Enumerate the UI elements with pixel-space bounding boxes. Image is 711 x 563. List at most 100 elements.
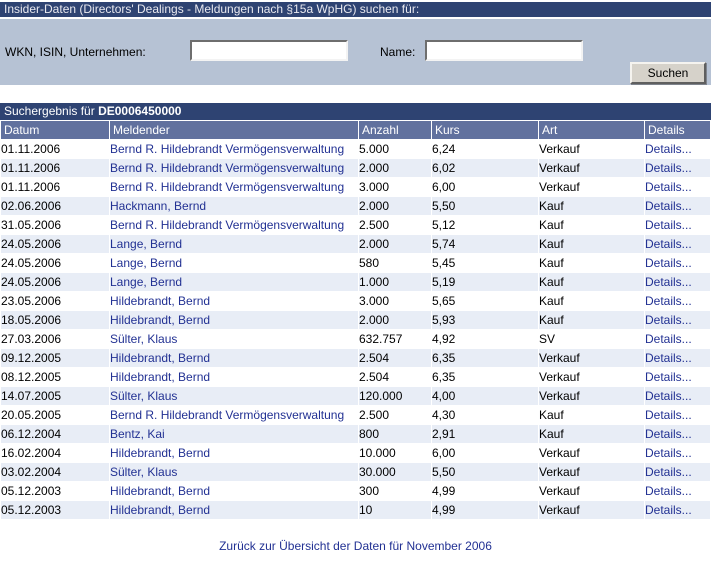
cell-meldender-link[interactable]: Bernd R. Hildebrandt Vermögensverwaltung (110, 178, 358, 196)
table-row: 31.05.2006 Bernd R. Hildebrandt Vermögen… (1, 216, 710, 234)
details-link[interactable]: Details... (645, 216, 710, 234)
cell-art: Kauf (539, 254, 644, 272)
cell-kurs: 6,00 (432, 178, 538, 196)
cell-meldender-link[interactable]: Hildebrandt, Bernd (110, 501, 358, 519)
cell-datum: 24.05.2006 (1, 273, 109, 291)
cell-meldender-link[interactable]: Sülter, Klaus (110, 330, 358, 348)
results-table: Datum Meldender Anzahl Kurs Art Details … (0, 120, 711, 520)
cell-art: Verkauf (539, 159, 644, 177)
cell-meldender-link[interactable]: Hackmann, Bernd (110, 197, 358, 215)
results-table-body: 01.11.2006 Bernd R. Hildebrandt Vermögen… (1, 140, 710, 519)
cell-kurs: 5,50 (432, 197, 538, 215)
details-link[interactable]: Details... (645, 501, 710, 519)
cell-anzahl: 5.000 (359, 140, 431, 158)
cell-meldender-link[interactable]: Sülter, Klaus (110, 387, 358, 405)
cell-art: Verkauf (539, 463, 644, 481)
name-input[interactable] (425, 40, 583, 61)
cell-art: Verkauf (539, 178, 644, 196)
cell-meldender-link[interactable]: Hildebrandt, Bernd (110, 482, 358, 500)
cell-anzahl: 2.000 (359, 311, 431, 329)
cell-art: Kauf (539, 292, 644, 310)
details-link[interactable]: Details... (645, 444, 710, 462)
cell-meldender-link[interactable]: Bernd R. Hildebrandt Vermögensverwaltung (110, 159, 358, 177)
details-link[interactable]: Details... (645, 406, 710, 424)
cell-kurs: 5,45 (432, 254, 538, 272)
details-link[interactable]: Details... (645, 273, 710, 291)
cell-art: Verkauf (539, 368, 644, 386)
cell-kurs: 5,74 (432, 235, 538, 253)
cell-meldender-link[interactable]: Hildebrandt, Bernd (110, 444, 358, 462)
cell-meldender-link[interactable]: Lange, Bernd (110, 273, 358, 291)
column-header-anzahl: Anzahl (359, 121, 431, 139)
cell-kurs: 5,65 (432, 292, 538, 310)
cell-anzahl: 2.504 (359, 368, 431, 386)
details-link[interactable]: Details... (645, 330, 710, 348)
details-link[interactable]: Details... (645, 349, 710, 367)
suchen-button[interactable]: Suchen (630, 62, 706, 84)
cell-datum: 05.12.2003 (1, 501, 109, 519)
cell-datum: 16.02.2004 (1, 444, 109, 462)
page-title: Insider-Daten (Directors' Dealings - Mel… (0, 2, 711, 17)
cell-datum: 27.03.2006 (1, 330, 109, 348)
details-link[interactable]: Details... (645, 178, 710, 196)
cell-meldender-link[interactable]: Hildebrandt, Bernd (110, 292, 358, 310)
cell-anzahl: 2.504 (359, 349, 431, 367)
cell-meldender-link[interactable]: Hildebrandt, Bernd (110, 311, 358, 329)
details-link[interactable]: Details... (645, 425, 710, 443)
table-row: 16.02.2004 Hildebrandt, Bernd 10.000 6,0… (1, 444, 710, 462)
cell-meldender-link[interactable]: Lange, Bernd (110, 235, 358, 253)
details-link[interactable]: Details... (645, 235, 710, 253)
cell-kurs: 4,30 (432, 406, 538, 424)
details-link[interactable]: Details... (645, 311, 710, 329)
cell-anzahl: 120.000 (359, 387, 431, 405)
details-link[interactable]: Details... (645, 254, 710, 272)
details-link[interactable]: Details... (645, 368, 710, 386)
cell-art: Kauf (539, 311, 644, 329)
results-title-bar: Suchergebnis für DE0006450000 (0, 103, 711, 120)
cell-art: Kauf (539, 216, 644, 234)
details-link[interactable]: Details... (645, 292, 710, 310)
results-isin: DE0006450000 (98, 104, 182, 118)
cell-datum: 20.05.2005 (1, 406, 109, 424)
cell-meldender-link[interactable]: Hildebrandt, Bernd (110, 349, 358, 367)
table-row: 06.12.2004 Bentz, Kai 800 2,91 Kauf Deta… (1, 425, 710, 443)
cell-kurs: 5,93 (432, 311, 538, 329)
table-row: 18.05.2006 Hildebrandt, Bernd 2.000 5,93… (1, 311, 710, 329)
details-link[interactable]: Details... (645, 463, 710, 481)
cell-datum: 24.05.2006 (1, 254, 109, 272)
cell-kurs: 6,24 (432, 140, 538, 158)
cell-meldender-link[interactable]: Hildebrandt, Bernd (110, 368, 358, 386)
details-link[interactable]: Details... (645, 387, 710, 405)
cell-anzahl: 580 (359, 254, 431, 272)
cell-art: Verkauf (539, 444, 644, 462)
table-header-row: Datum Meldender Anzahl Kurs Art Details (1, 121, 710, 139)
cell-art: Verkauf (539, 140, 644, 158)
cell-meldender-link[interactable]: Lange, Bernd (110, 254, 358, 272)
cell-meldender-link[interactable]: Sülter, Klaus (110, 463, 358, 481)
cell-anzahl: 30.000 (359, 463, 431, 481)
cell-kurs: 4,92 (432, 330, 538, 348)
table-row: 09.12.2005 Hildebrandt, Bernd 2.504 6,35… (1, 349, 710, 367)
cell-art: Kauf (539, 406, 644, 424)
details-link[interactable]: Details... (645, 197, 710, 215)
table-row: 05.12.2003 Hildebrandt, Bernd 300 4,99 V… (1, 482, 710, 500)
cell-datum: 01.11.2006 (1, 140, 109, 158)
cell-datum: 18.05.2006 (1, 311, 109, 329)
name-label: Name: (380, 45, 416, 59)
cell-meldender-link[interactable]: Bentz, Kai (110, 425, 358, 443)
column-header-kurs: Kurs (432, 121, 538, 139)
cell-meldender-link[interactable]: Bernd R. Hildebrandt Vermögensverwaltung (110, 140, 358, 158)
cell-meldender-link[interactable]: Bernd R. Hildebrandt Vermögensverwaltung (110, 406, 358, 424)
cell-art: Verkauf (539, 501, 644, 519)
wkn-isin-input[interactable] (190, 40, 348, 61)
details-link[interactable]: Details... (645, 140, 710, 158)
table-row: 01.11.2006 Bernd R. Hildebrandt Vermögen… (1, 140, 710, 158)
cell-kurs: 2,91 (432, 425, 538, 443)
cell-meldender-link[interactable]: Bernd R. Hildebrandt Vermögensverwaltung (110, 216, 358, 234)
details-link[interactable]: Details... (645, 482, 710, 500)
cell-art: Kauf (539, 425, 644, 443)
details-link[interactable]: Details... (645, 159, 710, 177)
cell-datum: 09.12.2005 (1, 349, 109, 367)
back-to-overview-link[interactable]: Zurück zur Übersicht der Daten für Novem… (219, 539, 492, 553)
cell-datum: 01.11.2006 (1, 178, 109, 196)
